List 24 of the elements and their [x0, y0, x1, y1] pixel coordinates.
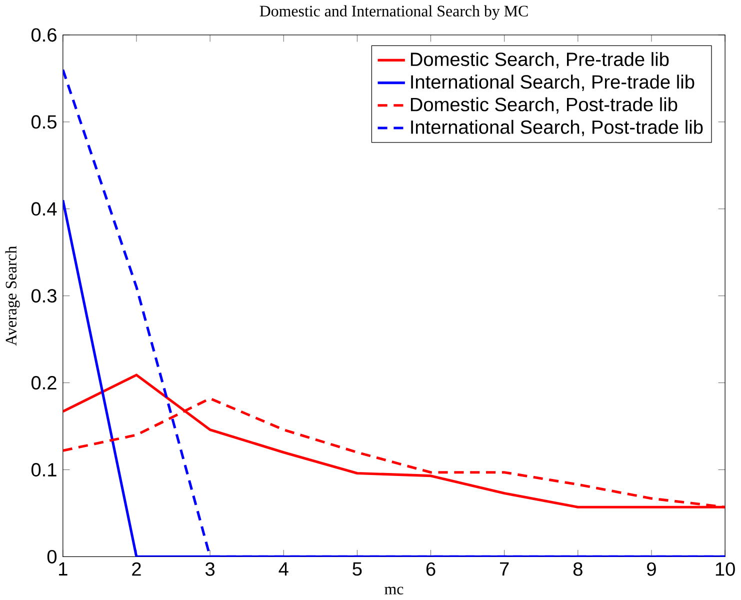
- legend-label: International Search, Pre-trade lib: [411, 74, 694, 92]
- x-axis-title: mc: [384, 586, 404, 595]
- legend-label: Domestic Search, Post-trade lib: [410, 97, 678, 114]
- x-tick-label: 1: [59, 562, 68, 576]
- y-axis-title: Average Search: [5, 246, 20, 346]
- y-tick-label: 0.5: [31, 115, 56, 129]
- y-tick-label: 0.6: [31, 28, 56, 42]
- x-tick-label: 9: [647, 562, 656, 576]
- chart-title: Domestic and International Search by MC: [260, 5, 528, 20]
- legend-label: Domestic Search, Pre-trade lib: [410, 52, 669, 68]
- y-tick-label: 0: [47, 550, 57, 564]
- x-tick-label: 6: [426, 562, 436, 576]
- y-tick-label: 0.3: [31, 289, 56, 303]
- x-tick-label: 5: [352, 562, 362, 576]
- x-tick-label: 8: [573, 562, 582, 576]
- x-tick-label: 7: [500, 562, 509, 576]
- x-tick-label: 10: [716, 562, 735, 576]
- x-tick-label: 2: [132, 562, 141, 576]
- y-tick-label: 0.2: [31, 376, 56, 390]
- x-tick-label: 4: [278, 562, 288, 576]
- y-tick-label: 0.4: [31, 202, 57, 216]
- x-tick-label: 3: [205, 562, 215, 576]
- y-tick-label: 0.1: [31, 463, 56, 477]
- legend-label: International Search, Post-trade lib: [411, 120, 703, 136]
